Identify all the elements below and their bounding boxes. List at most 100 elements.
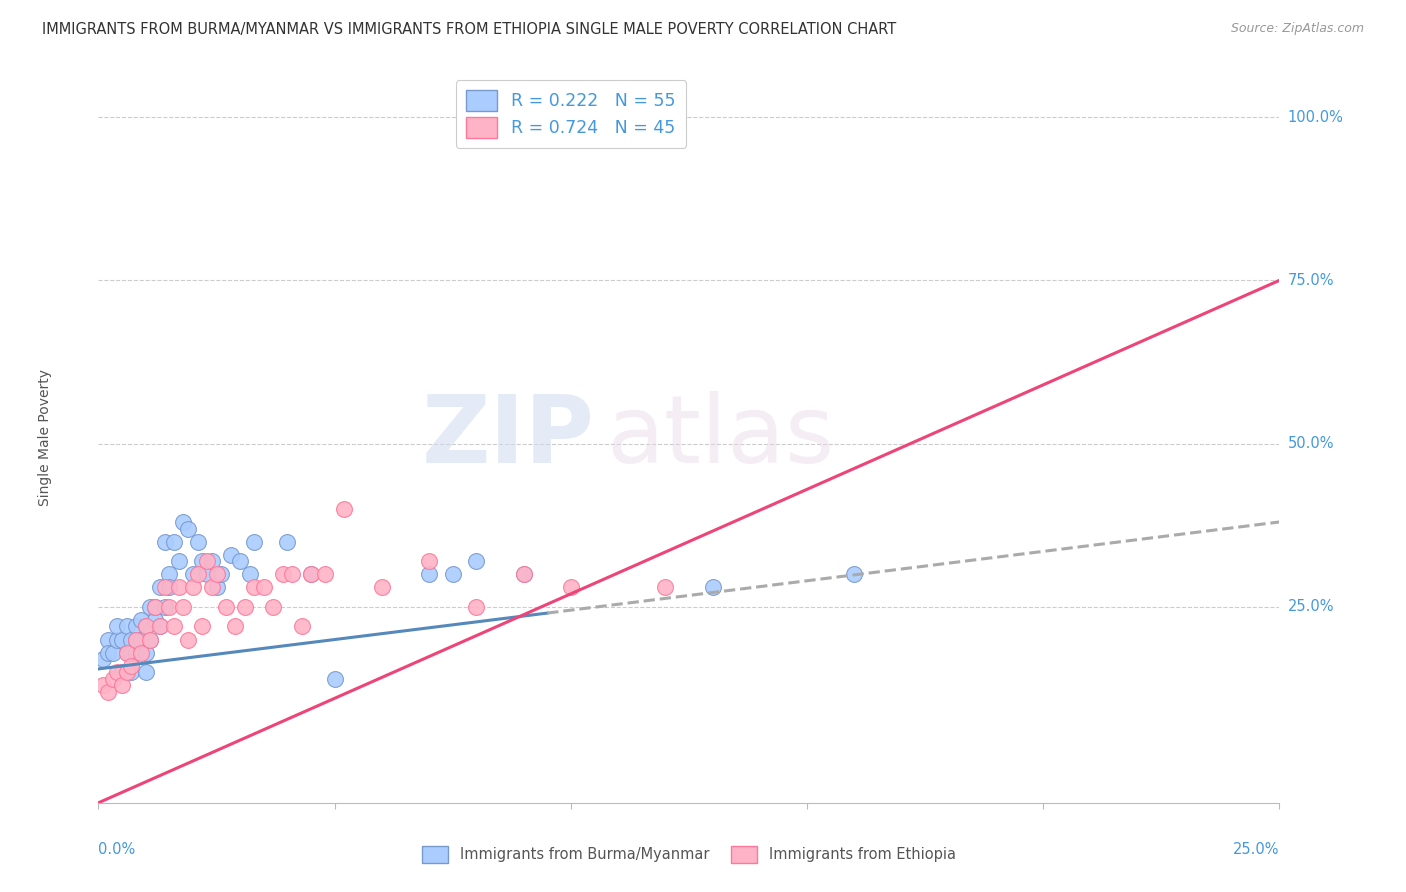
Point	[229, 554, 252, 568]
Point	[465, 599, 488, 614]
Point	[153, 599, 176, 614]
Point	[153, 580, 176, 594]
Text: 75.0%: 75.0%	[1288, 273, 1334, 288]
Point	[239, 567, 262, 582]
Point	[149, 619, 172, 633]
Point	[209, 567, 232, 582]
Point	[139, 599, 162, 614]
Point	[465, 554, 488, 568]
Text: ZIP: ZIP	[422, 391, 595, 483]
Text: 0.0%: 0.0%	[98, 842, 135, 856]
Point	[205, 580, 228, 594]
Point	[121, 632, 143, 647]
Point	[163, 534, 186, 549]
Point	[512, 567, 534, 582]
Point	[135, 619, 157, 633]
Text: atlas: atlas	[606, 391, 835, 483]
Point	[91, 652, 114, 666]
Point	[219, 548, 242, 562]
Point	[299, 567, 322, 582]
Text: 50.0%: 50.0%	[1288, 436, 1334, 451]
Point	[276, 534, 298, 549]
Point	[91, 678, 114, 692]
Point	[157, 567, 180, 582]
Point	[441, 567, 464, 582]
Point	[201, 580, 224, 594]
Point	[101, 646, 124, 660]
Point	[105, 665, 128, 680]
Point	[177, 521, 200, 535]
Text: IMMIGRANTS FROM BURMA/MYANMAR VS IMMIGRANTS FROM ETHIOPIA SINGLE MALE POVERTY CO: IMMIGRANTS FROM BURMA/MYANMAR VS IMMIGRA…	[42, 22, 897, 37]
Point	[560, 580, 582, 594]
Point	[121, 658, 143, 673]
Text: Single Male Poverty: Single Male Poverty	[38, 368, 52, 506]
Point	[157, 599, 180, 614]
Point	[243, 534, 266, 549]
Point	[111, 632, 134, 647]
Point	[844, 567, 866, 582]
Point	[143, 613, 166, 627]
Point	[121, 665, 143, 680]
Point	[115, 646, 138, 660]
Point	[205, 567, 228, 582]
Point	[418, 554, 440, 568]
Point	[111, 665, 134, 680]
Point	[135, 665, 157, 680]
Point	[153, 534, 176, 549]
Point	[105, 632, 128, 647]
Point	[135, 619, 157, 633]
Point	[125, 632, 148, 647]
Point	[129, 613, 152, 627]
Point	[281, 567, 304, 582]
Point	[115, 665, 138, 680]
Point	[143, 599, 166, 614]
Point	[271, 567, 294, 582]
Point	[333, 502, 356, 516]
Text: 25.0%: 25.0%	[1288, 599, 1334, 615]
Point	[323, 672, 346, 686]
Point	[187, 567, 209, 582]
Point	[299, 567, 322, 582]
Text: 100.0%: 100.0%	[1288, 110, 1344, 125]
Point	[191, 619, 214, 633]
Point	[139, 632, 162, 647]
Point	[167, 554, 190, 568]
Point	[97, 685, 120, 699]
Point	[125, 619, 148, 633]
Point	[195, 567, 218, 582]
Point	[97, 632, 120, 647]
Point	[371, 580, 394, 594]
Point	[702, 580, 724, 594]
Point	[181, 580, 204, 594]
Point	[149, 619, 172, 633]
Point	[177, 632, 200, 647]
Text: 25.0%: 25.0%	[1233, 842, 1279, 856]
Point	[125, 646, 148, 660]
Legend: Immigrants from Burma/Myanmar, Immigrants from Ethiopia: Immigrants from Burma/Myanmar, Immigrant…	[416, 840, 962, 869]
Point	[111, 678, 134, 692]
Point	[129, 646, 152, 660]
Point	[290, 619, 312, 633]
Point	[224, 619, 246, 633]
Point	[157, 580, 180, 594]
Point	[172, 515, 194, 529]
Point	[654, 580, 676, 594]
Point	[143, 599, 166, 614]
Point	[195, 554, 218, 568]
Point	[201, 554, 224, 568]
Point	[149, 580, 172, 594]
Point	[163, 619, 186, 633]
Point	[187, 534, 209, 549]
Point	[167, 580, 190, 594]
Point	[135, 646, 157, 660]
Point	[181, 567, 204, 582]
Point	[253, 580, 276, 594]
Point	[262, 599, 284, 614]
Text: Source: ZipAtlas.com: Source: ZipAtlas.com	[1230, 22, 1364, 36]
Point	[314, 567, 336, 582]
Point	[121, 646, 143, 660]
Point	[243, 580, 266, 594]
Point	[191, 554, 214, 568]
Point	[97, 646, 120, 660]
Point	[172, 599, 194, 614]
